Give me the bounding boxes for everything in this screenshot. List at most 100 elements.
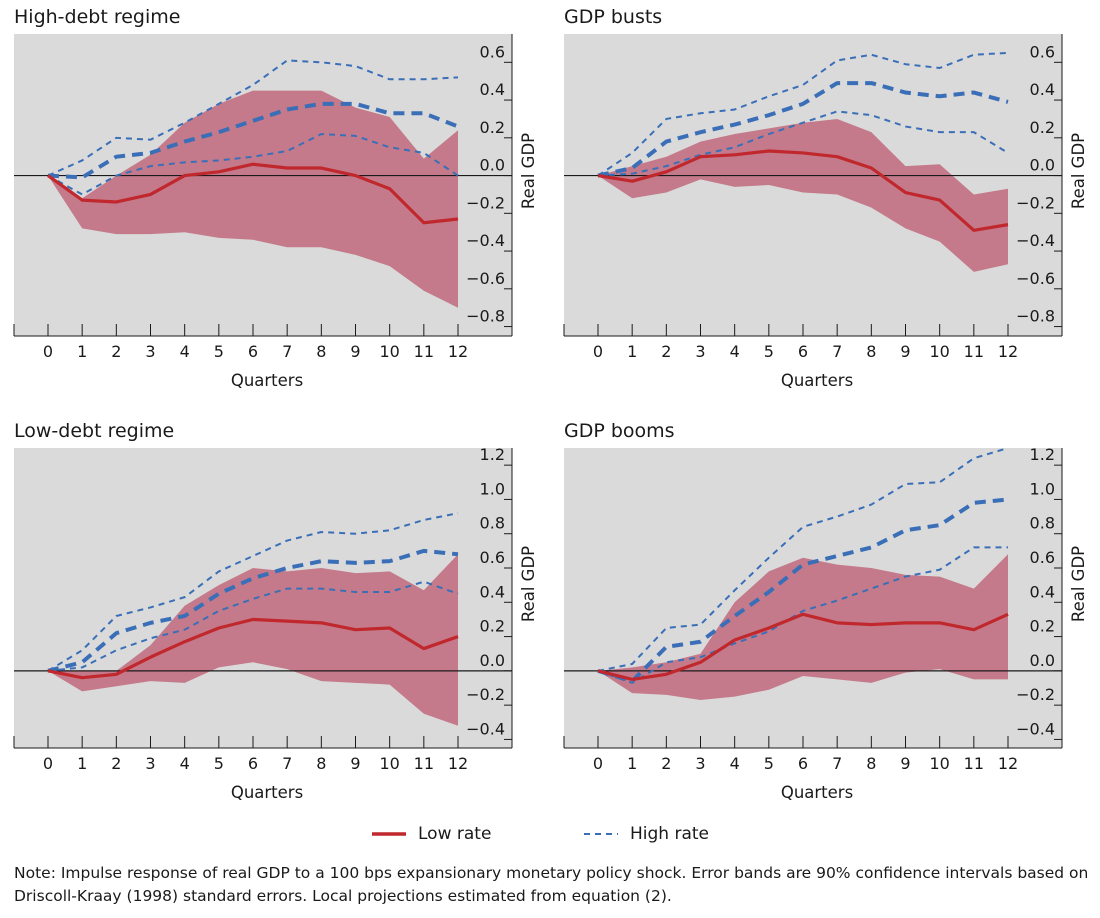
panel-title-gdp-busts: GDP busts (564, 6, 663, 28)
x-tick-label: 7 (282, 754, 292, 773)
y-tick-label: −0.2 (1016, 193, 1055, 212)
x-tick-label: 4 (730, 754, 740, 773)
high-rate-upper-line (47, 59, 459, 177)
x-tick-label: 2 (111, 342, 121, 361)
x-tick-label: 10 (379, 754, 399, 773)
confidence-band (48, 90, 458, 308)
x-tick-label: 11 (414, 342, 434, 361)
y-tick-label: 0.8 (1030, 514, 1055, 533)
chart-panel-3: 0 1 2 3 4 5 6 7 8 9 10 11 12Quarters1.21.00.80.60.40… (563, 445, 1088, 802)
high-rate-swatch (584, 833, 618, 835)
x-tick-label: 5 (214, 342, 224, 361)
low-rate-line (47, 162, 459, 225)
y-tick-label: 0.2 (1030, 118, 1055, 137)
y-tick-label: −0.8 (466, 307, 505, 326)
legend-high-rate-label: High rate (630, 824, 710, 844)
x-tick-label: 11 (964, 754, 984, 773)
x-tick-label: 2 (661, 342, 671, 361)
legend-high-rate: High rate (584, 824, 709, 844)
y-tick-label: 1.0 (480, 479, 505, 498)
x-tick-label: 3 (695, 342, 705, 361)
x-tick-label: 6 (798, 342, 808, 361)
y-axis-label: Real GDP (519, 546, 538, 622)
x-tick-label: 11 (414, 754, 434, 773)
x-tick-label: 0 (43, 754, 53, 773)
y-tick-label: 0.0 (1030, 651, 1055, 670)
high-rate-lower-line (47, 133, 459, 196)
y-tick-label: 0.2 (480, 118, 505, 137)
x-tick-label: 0 (43, 342, 53, 361)
y-tick-label: 0.4 (1030, 582, 1055, 601)
x-axis-label: Quarters (781, 783, 853, 802)
y-tick-label: 0.0 (480, 651, 505, 670)
x-tick-label: 12 (998, 342, 1018, 361)
y-tick-label: 1.2 (480, 445, 505, 464)
high-rate-upper-line (47, 512, 459, 672)
x-tick-label: 8 (866, 754, 876, 773)
x-tick-label: 9 (900, 342, 910, 361)
x-tick-label: 4 (180, 342, 190, 361)
high-rate-line (597, 81, 1009, 178)
y-tick-label: −0.8 (1016, 307, 1055, 326)
x-tick-label: 6 (248, 754, 258, 773)
y-tick-label: 0.6 (480, 42, 505, 61)
y-tick-label: 0.4 (480, 582, 505, 601)
x-tick-label: 1 (77, 754, 87, 773)
y-tick-label: −0.2 (466, 685, 505, 704)
chart-panel-2: 0 1 2 3 4 5 6 7 8 9 10 11 12Quarters1.21.00.80.60.40… (13, 445, 538, 802)
panel-title-low-debt: Low-debt regime (14, 420, 175, 442)
x-tick-label: 4 (180, 754, 190, 773)
y-tick-label: 0.4 (1030, 80, 1055, 99)
charts-canvas: 0 1 2 3 4 5 6 7 8 9 10 11 12Quarters0.60.40.20.0−0.2… (13, 34, 1088, 802)
high-rate-lower-line (597, 110, 1009, 177)
x-tick-label: 8 (866, 342, 876, 361)
x-tick-label: 9 (900, 754, 910, 773)
low-rate-line (597, 612, 1009, 682)
x-tick-label: 1 (627, 342, 637, 361)
y-tick-label: 0.4 (480, 80, 505, 99)
legend-low-rate-label: Low rate (418, 824, 492, 844)
x-tick-label: 5 (764, 754, 774, 773)
y-tick-label: 1.2 (1030, 445, 1055, 464)
panel-title-high-debt: High-debt regime (14, 6, 181, 28)
x-tick-label: 2 (111, 754, 121, 773)
y-tick-label: 1.0 (1030, 479, 1055, 498)
low-rate-line (597, 149, 1009, 232)
y-tick-label: 0.6 (1030, 548, 1055, 567)
x-tick-label: 3 (145, 754, 155, 773)
x-tick-label: 6 (798, 754, 808, 773)
y-tick-label: −0.4 (466, 719, 505, 738)
chart-panel-1: 0 1 2 3 4 5 6 7 8 9 10 11 12Quarters0.60.40.20.0−0.2… (563, 34, 1088, 390)
confidence-band (48, 554, 458, 726)
x-tick-label: 1 (77, 342, 87, 361)
y-tick-label: −0.4 (1016, 231, 1055, 250)
x-tick-label: 8 (316, 754, 326, 773)
high-rate-upper-line (597, 51, 1009, 177)
high-rate-line (47, 101, 459, 180)
legend-low-rate: Low rate (372, 824, 491, 844)
x-tick-label: 5 (764, 342, 774, 361)
y-tick-label: 0.2 (1030, 617, 1055, 636)
x-tick-label: 4 (730, 342, 740, 361)
x-tick-label: 12 (998, 754, 1018, 773)
x-tick-label: 10 (379, 342, 399, 361)
high-rate-lower-line (47, 580, 459, 672)
y-tick-label: 0.6 (480, 548, 505, 567)
x-tick-label: 0 (593, 754, 603, 773)
y-tick-label: −0.2 (1016, 685, 1055, 704)
x-tick-label: 1 (627, 754, 637, 773)
y-tick-label: 0.6 (1030, 42, 1055, 61)
x-tick-label: 9 (350, 754, 360, 773)
x-tick-label: 2 (661, 754, 671, 773)
y-tick-label: 0.8 (480, 514, 505, 533)
figure-note: Note: Impulse response of real GDP to a … (14, 864, 1089, 905)
x-axis-label: Quarters (781, 371, 853, 390)
y-axis-label: Real GDP (1069, 133, 1088, 209)
y-tick-label: −0.2 (466, 193, 505, 212)
low-rate-line (47, 617, 459, 680)
low-rate-swatch (372, 832, 406, 836)
x-tick-label: 3 (695, 754, 705, 773)
x-axis-label: Quarters (231, 371, 303, 390)
x-tick-label: 12 (448, 754, 468, 773)
high-rate-line (47, 548, 459, 673)
